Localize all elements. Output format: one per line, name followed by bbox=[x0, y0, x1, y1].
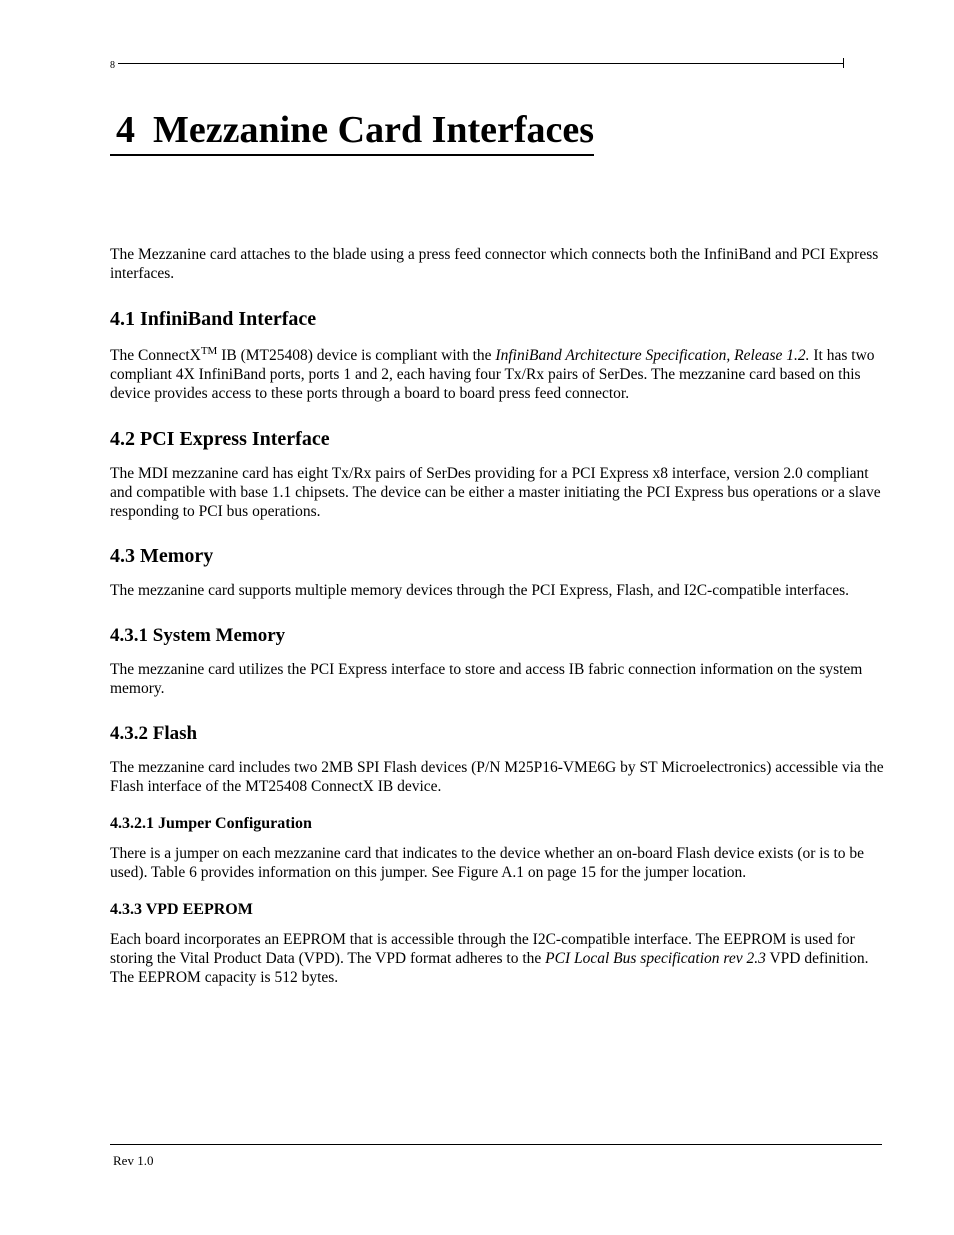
footer-rule bbox=[110, 1144, 882, 1145]
intro-paragraph: The Mezzanine card attaches to the blade… bbox=[110, 246, 884, 284]
header-rule bbox=[118, 63, 844, 73]
chapter-title-text: Mezzanine Card Interfaces bbox=[153, 109, 594, 151]
section-4-2-heading: 4.2 PCI Express Interface bbox=[110, 428, 884, 451]
italic-run: InfiniBand Architecture Specification, R… bbox=[495, 347, 809, 364]
section-4-3-2-heading: 4.3.2 Flash bbox=[110, 723, 884, 745]
section-4-1-heading: 4.1 InfiniBand Interface bbox=[110, 308, 884, 331]
section-4-1-paragraph: The ConnectXTM IB (MT25408) device is co… bbox=[110, 345, 884, 404]
section-4-3-1-paragraph: The mezzanine card utilizes the PCI Expr… bbox=[110, 661, 884, 699]
section-4-3-3-heading: 4.3.3 VPD EEPROM bbox=[110, 901, 884, 919]
chapter-title: 4 Mezzanine Card Interfaces bbox=[110, 108, 594, 156]
section-4-3-1-heading: 4.3.1 System Memory bbox=[110, 625, 884, 647]
section-4-3-2-1-paragraph: There is a jumper on each mezzanine card… bbox=[110, 845, 884, 883]
text-run: The ConnectX bbox=[110, 347, 201, 364]
section-4-3-2-1-heading: 4.3.2.1 Jumper Configuration bbox=[110, 815, 884, 833]
section-4-3-heading: 4.3 Memory bbox=[110, 545, 884, 568]
page-number: 8 bbox=[110, 60, 115, 71]
italic-run: PCI Local Bus specification rev 2.3 bbox=[545, 950, 766, 967]
section-4-2-paragraph: The MDI mezzanine card has eight Tx/Rx p… bbox=[110, 465, 884, 522]
chapter-number: 4 bbox=[116, 109, 135, 151]
section-4-3-paragraph: The mezzanine card supports multiple mem… bbox=[110, 582, 884, 601]
trademark-superscript: TM bbox=[201, 345, 218, 357]
text-run: IB (MT25408) device is compliant with th… bbox=[217, 347, 495, 364]
section-4-3-2-paragraph: The mezzanine card includes two 2MB SPI … bbox=[110, 759, 884, 797]
footer-revision: Rev 1.0 bbox=[113, 1153, 153, 1169]
section-4-3-3-paragraph: Each board incorporates an EEPROM that i… bbox=[110, 931, 884, 988]
